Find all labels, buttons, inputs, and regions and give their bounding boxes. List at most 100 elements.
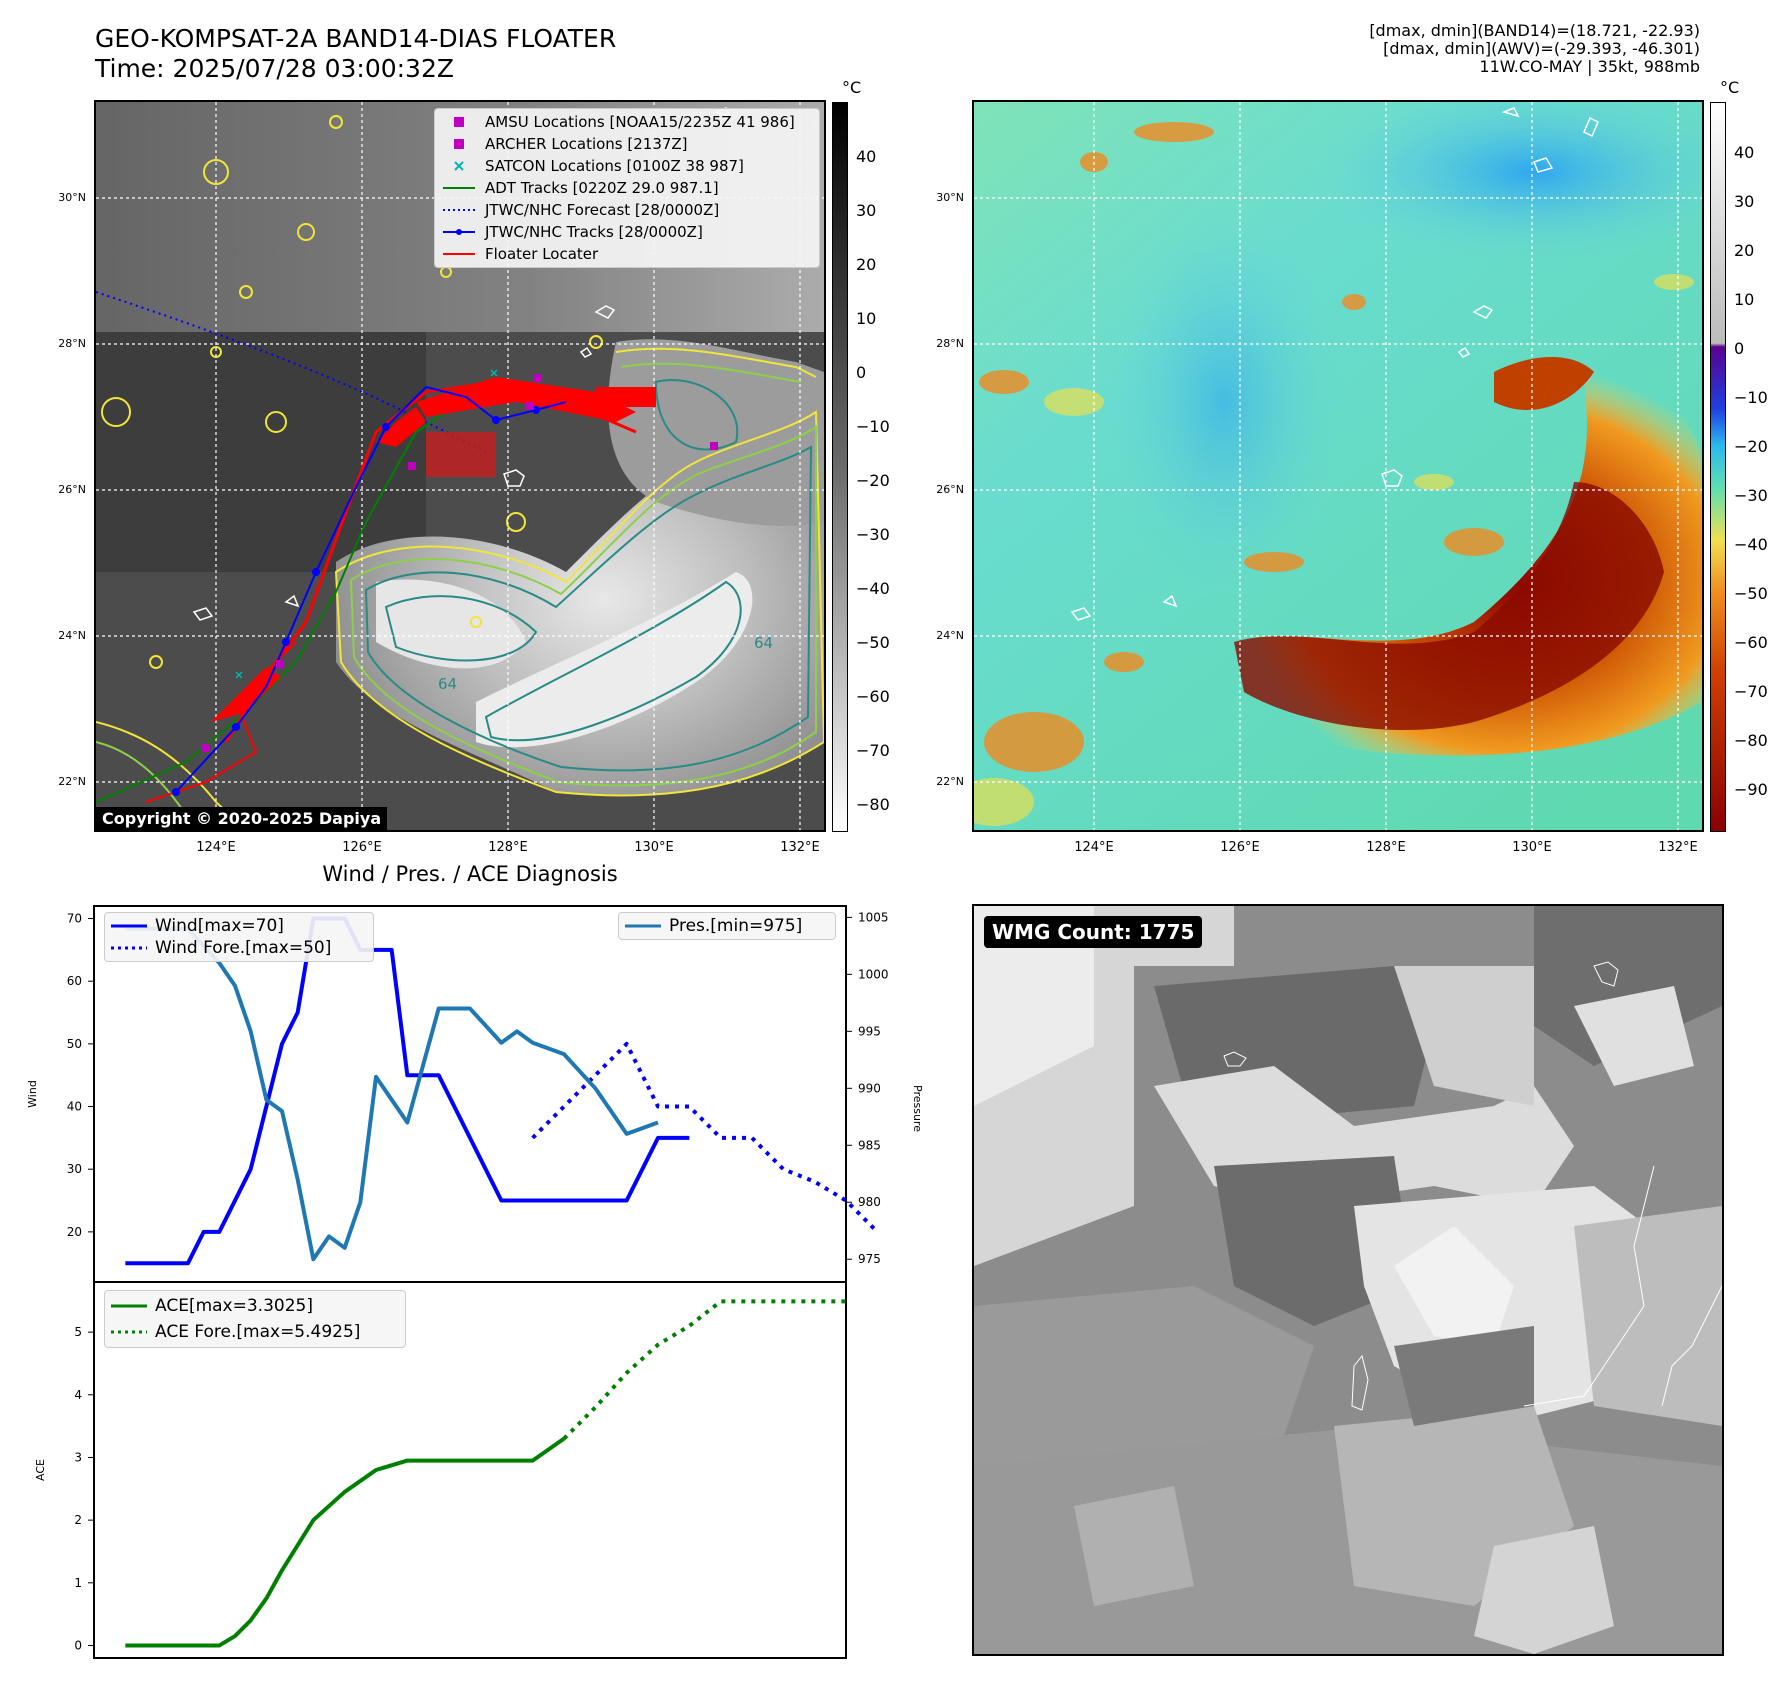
y-tick-label: 20 [67,1225,82,1239]
legend-label: SATCON Locations [0100Z 38 987] [485,157,744,175]
blue-line-dot-icon [441,228,477,236]
blue-dotted-line-icon [111,945,147,951]
y2-tick-label: 1000 [858,967,889,981]
ir-legend: AMSU Locations [NOAA15/2235Z 41 986] ARC… [434,108,820,268]
legend-item-pressure: Pres.[min=975] [619,915,835,937]
wv-colorbar-unit: °C [1720,78,1740,97]
info-block: [dmax, dmin](BAND14)=(18.721, -22.93) [d… [1180,22,1700,76]
legend-item-adt: ADT Tracks [0220Z 29.0 987.1] [435,177,819,199]
lon-tick-label: 126°E [1220,840,1260,855]
y-tick-label: 50 [67,1037,82,1051]
blue-line-icon [111,923,147,929]
colorbar-tick-label: −70 [856,741,890,760]
ir-lat-ticks: 30°N 28°N 26°N 24°N 22°N [40,100,90,832]
colorbar-tick-label: 40 [1734,143,1755,162]
legend-label: ACE[max=3.3025] [155,1296,313,1316]
wind-axis-label: Wind [26,1080,39,1108]
legend-label: Wind Fore.[max=50] [155,938,332,958]
legend-item-ace-forecast: ACE Fore.[max=5.4925] [105,1319,405,1345]
legend-label: JTWC/NHC Forecast [28/0000Z] [485,201,720,219]
colorbar-tick-label: −30 [1734,486,1768,505]
lon-tick-label: 130°E [634,840,674,855]
colorbar-tick-label: −10 [1734,388,1768,407]
legend-label: Floater Locater [485,245,599,263]
wind-legend: Wind[max=70] Wind Fore.[max=50] [104,912,374,962]
wv-map-image [974,102,1702,830]
y-tick-label: 60 [67,974,82,988]
colorbar-tick-label: −90 [1734,780,1768,799]
lat-tick-label: 30°N [58,191,86,204]
wv-colorbar [1710,102,1726,832]
copyright-label: Copyright © 2020-2025 Dapiya [96,807,388,830]
red-line-icon [441,251,477,257]
colorbar-tick-label: −60 [856,687,890,706]
wmg-panel: WMG Count: 1775 [972,904,1724,1656]
y-tick-label: 5 [74,1325,82,1339]
cyan-x-icon [441,161,477,171]
lat-tick-label: 30°N [936,191,964,204]
colorbar-tick-label: −60 [1734,633,1768,652]
ace-axis-label: ACE [34,1459,47,1481]
y2-tick-label: 1005 [858,910,889,924]
colorbar-tick-label: 20 [856,255,877,274]
series-line-ace [125,1437,566,1648]
lon-tick-label: 124°E [1074,840,1114,855]
chart-title: GEO-KOMPSAT-2A BAND14-DIAS FLOATER [95,24,617,53]
y2-tick-label: 990 [858,1081,881,1095]
colorbar-tick-label: −50 [1734,584,1768,603]
ir-colorbar [832,102,848,832]
wv-map-panel [972,100,1704,832]
legend-label: ARCHER Locations [2137Z] [485,135,688,153]
colorbar-tick-label: −80 [1734,731,1768,750]
pressure-axis-label-text: Pressure [911,1085,924,1132]
wind-plot-area [93,905,847,1283]
y2-tick-label: 975 [858,1252,881,1266]
ir-lon-ticks: 124°E 126°E 128°E 130°E 132°E [94,840,826,860]
info-storm: 11W.CO-MAY | 35kt, 988mb [1479,57,1700,76]
colorbar-tick-label: 30 [1734,192,1755,211]
colorbar-tick-label: −20 [856,471,890,490]
ir-colorbar-ticks: 40 30 20 10 0 −10 −20 −30 −40 −50 −60 −70 −80 [856,102,916,830]
ir-map-panel: 64 64 [94,100,826,832]
y-tick-label: 30 [67,1162,82,1176]
y-tick-label: 4 [74,1388,82,1402]
lon-tick-label: 130°E [1512,840,1552,855]
colorbar-tick-label: −50 [856,633,890,652]
colorbar-tick-label: −70 [1734,682,1768,701]
legend-item-floater: Floater Locater [435,243,819,265]
colorbar-tick-label: 0 [856,363,867,382]
contour-label-64: 64 [754,634,773,652]
legend-item-archer: ARCHER Locations [2137Z] [435,133,819,155]
colorbar-tick-label: −10 [856,417,890,436]
lon-tick-label: 124°E [196,840,236,855]
magenta-square-icon [441,117,477,127]
lon-tick-label: 128°E [1366,840,1406,855]
legend-label: ACE Fore.[max=5.4925] [155,1322,361,1342]
legend-item-amsu: AMSU Locations [NOAA15/2235Z 41 986] [435,111,819,133]
ace-legend: ACE[max=3.3025] ACE Fore.[max=5.4925] [104,1290,406,1348]
legend-item-tracks: JTWC/NHC Tracks [28/0000Z] [435,221,819,243]
lon-tick-label: 132°E [1658,840,1698,855]
diagnosis-title: Wind / Pres. / ACE Diagnosis [322,862,618,886]
lon-tick-label: 126°E [342,840,382,855]
y2-tick-label: 980 [858,1195,881,1209]
info-band14: [dmax, dmin](BAND14)=(18.721, -22.93) [1369,21,1700,40]
y-tick-label: 1 [74,1576,82,1590]
y-tick-label: 40 [67,1100,82,1114]
wmg-image [974,906,1722,1654]
wv-colorbar-ticks: 40 30 20 10 0 −10 −20 −30 −40 −50 −60 −70 −80 −90 [1734,102,1788,830]
legend-label: Pres.[min=975] [669,916,803,936]
series-line-wind [125,916,690,1266]
lat-tick-label: 26°N [58,483,86,496]
ir-colorbar-unit: °C [842,78,862,97]
info-awv: [dmax, dmin](AWV)=(-29.393, -46.301) [1383,39,1700,58]
magenta-square-icon [441,139,477,149]
steelblue-line-icon [625,923,661,929]
y-tick-label: 3 [74,1450,82,1464]
y2-tick-label: 995 [858,1024,881,1038]
colorbar-tick-label: 40 [856,147,877,166]
lon-tick-label: 132°E [780,840,820,855]
legend-label: AMSU Locations [NOAA15/2235Z 41 986] [485,113,795,131]
green-dotted-line-icon [111,1329,147,1335]
lat-tick-label: 24°N [936,629,964,642]
